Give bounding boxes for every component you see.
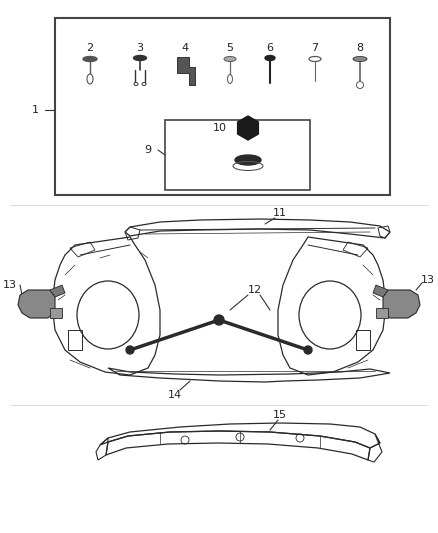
Circle shape (214, 315, 224, 325)
Ellipse shape (357, 82, 364, 88)
Polygon shape (177, 57, 195, 85)
Text: 10: 10 (213, 123, 227, 133)
Polygon shape (383, 290, 420, 318)
Text: 8: 8 (357, 43, 364, 53)
Text: 2: 2 (86, 43, 94, 53)
Polygon shape (237, 116, 258, 140)
Text: 9: 9 (145, 145, 152, 155)
Polygon shape (373, 285, 388, 297)
Ellipse shape (134, 55, 146, 61)
Text: 13: 13 (421, 275, 435, 285)
Polygon shape (18, 290, 55, 318)
Text: 15: 15 (273, 410, 287, 420)
Ellipse shape (142, 83, 146, 85)
Text: 6: 6 (266, 43, 273, 53)
Text: 4: 4 (181, 43, 189, 53)
Text: 13: 13 (3, 280, 17, 290)
Text: 1: 1 (32, 105, 39, 115)
Text: 12: 12 (248, 285, 262, 295)
Polygon shape (50, 285, 65, 297)
Ellipse shape (235, 155, 261, 165)
Polygon shape (376, 308, 388, 318)
Ellipse shape (224, 56, 236, 61)
Text: 14: 14 (168, 390, 182, 400)
Polygon shape (50, 308, 62, 318)
Text: 11: 11 (273, 208, 287, 218)
Ellipse shape (353, 56, 367, 61)
Ellipse shape (134, 83, 138, 85)
Text: 7: 7 (311, 43, 318, 53)
Circle shape (126, 346, 134, 354)
Text: 3: 3 (137, 43, 144, 53)
Circle shape (304, 346, 312, 354)
Ellipse shape (87, 74, 93, 84)
Ellipse shape (265, 55, 275, 61)
Ellipse shape (83, 56, 97, 61)
Ellipse shape (227, 75, 233, 84)
Bar (165, 120, 310, 190)
Text: 5: 5 (226, 43, 233, 53)
Bar (55, 18, 390, 195)
